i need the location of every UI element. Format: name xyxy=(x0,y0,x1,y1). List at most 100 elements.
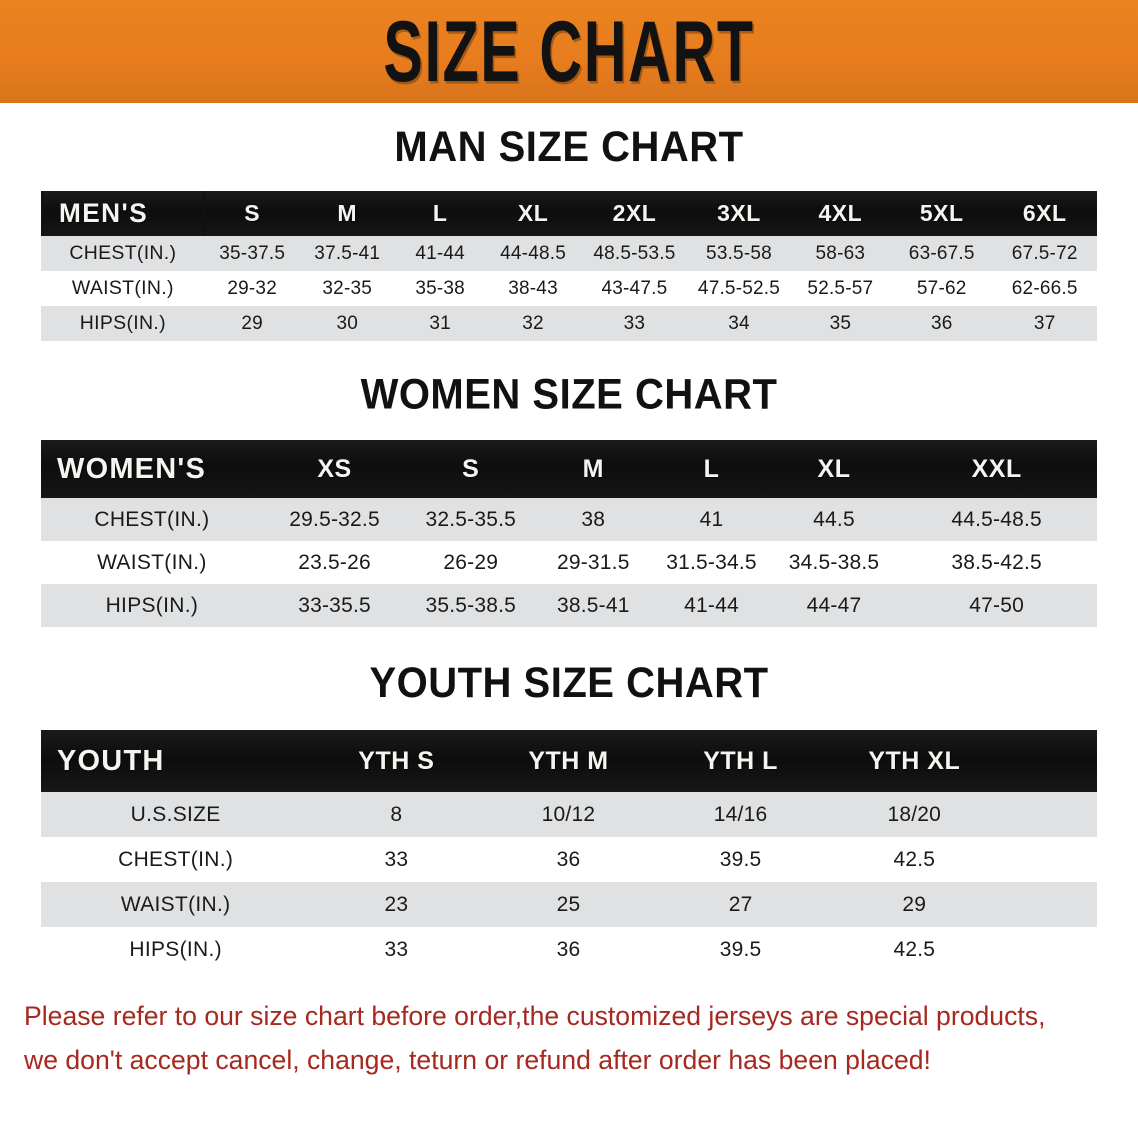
table-cell: 27 xyxy=(654,882,827,927)
man-row-hips: HIPS(IN.) 29 30 31 32 33 34 35 36 37 xyxy=(41,306,1097,341)
youth-col-header-xl: YTH XL xyxy=(826,730,1002,792)
table-cell: 47.5-52.5 xyxy=(688,271,790,306)
women-col-header-s: S xyxy=(406,440,536,498)
page-banner: SIZE CHART xyxy=(0,0,1138,103)
table-cell: 29 xyxy=(204,306,300,341)
table-cell: 48.5-53.5 xyxy=(580,236,689,271)
table-cell: 41-44 xyxy=(651,584,772,627)
youth-table-wrap: YOUTH YTH S YTH M YTH L YTH XL U.S.SIZE … xyxy=(41,730,1097,972)
women-row-hips: HIPS(IN.) 33-35.5 35.5-38.5 38.5-41 41-4… xyxy=(41,584,1097,627)
youth-row-label-waist: WAIST(IN.) xyxy=(41,882,311,927)
table-cell: 35.5-38.5 xyxy=(406,584,536,627)
table-cell: 33 xyxy=(310,837,483,882)
man-section-title: MAN SIZE CHART xyxy=(394,123,744,171)
page-title: SIZE CHART xyxy=(383,2,755,100)
table-cell: 14/16 xyxy=(654,792,827,837)
table-cell-spacer xyxy=(1001,792,1097,837)
table-cell: 32 xyxy=(485,306,581,341)
table-cell: 47-50 xyxy=(896,584,1097,627)
table-cell: 18/20 xyxy=(826,792,1002,837)
table-cell: 52.5-57 xyxy=(789,271,892,306)
man-col-header-l: L xyxy=(394,191,486,236)
women-col-header-m: M xyxy=(535,440,652,498)
table-cell: 38.5-41 xyxy=(535,584,652,627)
disclaimer-text: Please refer to our size chart before or… xyxy=(24,994,1098,1082)
table-cell: 32-35 xyxy=(299,271,395,306)
table-cell: 36 xyxy=(891,306,993,341)
women-row-chest: CHEST(IN.) 29.5-32.5 32.5-35.5 38 41 44.… xyxy=(41,498,1097,541)
man-row-waist: WAIST(IN.) 29-32 32-35 35-38 38-43 43-47… xyxy=(41,271,1097,306)
women-col-header-xs: XS xyxy=(262,440,407,498)
table-cell: 32.5-35.5 xyxy=(406,498,536,541)
man-col-header-m: M xyxy=(299,191,395,236)
women-header-row: WOMEN'S XS S M L XL XXL xyxy=(41,440,1097,498)
table-cell: 38-43 xyxy=(485,271,581,306)
table-cell: 57-62 xyxy=(891,271,993,306)
table-cell: 33 xyxy=(310,927,483,972)
table-cell: 31.5-34.5 xyxy=(651,541,772,584)
man-col-header-3xl: 3XL xyxy=(688,191,790,236)
man-col-header-6xl: 6XL xyxy=(992,191,1097,236)
women-row-label-chest: CHEST(IN.) xyxy=(41,498,263,541)
man-table-wrap: MEN'S S M L XL 2XL 3XL 4XL 5XL 6XL CHEST… xyxy=(41,191,1097,341)
women-section-title: WOMEN SIZE CHART xyxy=(360,371,778,419)
table-cell: 29-31.5 xyxy=(535,541,652,584)
women-corner-label: WOMEN'S xyxy=(41,440,263,498)
table-cell: 25 xyxy=(482,882,655,927)
disclaimer-line-2: we don't accept cancel, change, teturn o… xyxy=(24,1045,931,1075)
man-row-label-waist: WAIST(IN.) xyxy=(41,271,205,306)
man-col-header-2xl: 2XL xyxy=(580,191,689,236)
women-row-label-hips: HIPS(IN.) xyxy=(41,584,263,627)
table-cell: 44-47 xyxy=(771,584,897,627)
youth-row-waist: WAIST(IN.) 23 25 27 29 xyxy=(41,882,1097,927)
youth-row-label-chest: CHEST(IN.) xyxy=(41,837,311,882)
table-cell: 42.5 xyxy=(826,927,1002,972)
youth-header-spacer xyxy=(1001,730,1097,792)
youth-size-table: YOUTH YTH S YTH M YTH L YTH XL U.S.SIZE … xyxy=(41,730,1097,972)
table-cell: 41-44 xyxy=(394,236,486,271)
disclaimer-line-1: Please refer to our size chart before or… xyxy=(24,1001,1046,1031)
women-size-table: WOMEN'S XS S M L XL XXL CHEST(IN.) 29.5-… xyxy=(41,440,1097,627)
man-col-header-5xl: 5XL xyxy=(891,191,993,236)
women-col-header-xl: XL xyxy=(771,440,897,498)
table-cell: 44-48.5 xyxy=(485,236,581,271)
youth-row-label-hips: HIPS(IN.) xyxy=(41,927,311,972)
man-row-chest: CHEST(IN.) 35-37.5 37.5-41 41-44 44-48.5… xyxy=(41,236,1097,271)
table-cell: 23.5-26 xyxy=(262,541,407,584)
women-row-label-waist: WAIST(IN.) xyxy=(41,541,263,584)
table-cell-spacer xyxy=(1001,882,1097,927)
table-cell: 39.5 xyxy=(654,837,827,882)
table-cell: 37.5-41 xyxy=(299,236,395,271)
table-cell: 26-29 xyxy=(406,541,536,584)
man-row-label-hips: HIPS(IN.) xyxy=(41,306,205,341)
table-cell: 38.5-42.5 xyxy=(896,541,1097,584)
women-col-header-l: L xyxy=(651,440,772,498)
youth-corner-label: YOUTH xyxy=(41,730,311,792)
youth-col-header-l: YTH L xyxy=(654,730,827,792)
table-cell: 36 xyxy=(482,837,655,882)
table-cell: 62-66.5 xyxy=(992,271,1097,306)
table-cell: 44.5-48.5 xyxy=(896,498,1097,541)
women-col-header-xxl: XXL xyxy=(896,440,1097,498)
table-cell: 36 xyxy=(482,927,655,972)
table-cell: 8 xyxy=(310,792,483,837)
man-row-label-chest: CHEST(IN.) xyxy=(41,236,205,271)
youth-col-header-m: YTH M xyxy=(482,730,655,792)
youth-section-title: YOUTH SIZE CHART xyxy=(369,659,769,707)
table-cell: 39.5 xyxy=(654,927,827,972)
man-size-table: MEN'S S M L XL 2XL 3XL 4XL 5XL 6XL CHEST… xyxy=(41,191,1097,341)
youth-col-header-s: YTH S xyxy=(310,730,483,792)
man-col-header-xl: XL xyxy=(485,191,581,236)
table-cell-spacer xyxy=(1001,837,1097,882)
youth-row-label-us-size: U.S.SIZE xyxy=(41,792,311,837)
table-cell: 33 xyxy=(580,306,689,341)
table-cell: 35-38 xyxy=(394,271,486,306)
table-cell: 37 xyxy=(992,306,1097,341)
table-cell: 29-32 xyxy=(204,271,300,306)
youth-row-us-size: U.S.SIZE 8 10/12 14/16 18/20 xyxy=(41,792,1097,837)
table-cell: 43-47.5 xyxy=(580,271,689,306)
man-corner-label: MEN'S xyxy=(43,191,203,236)
man-header-row: MEN'S S M L XL 2XL 3XL 4XL 5XL 6XL xyxy=(41,191,1097,236)
table-cell: 30 xyxy=(299,306,395,341)
table-cell: 10/12 xyxy=(482,792,655,837)
